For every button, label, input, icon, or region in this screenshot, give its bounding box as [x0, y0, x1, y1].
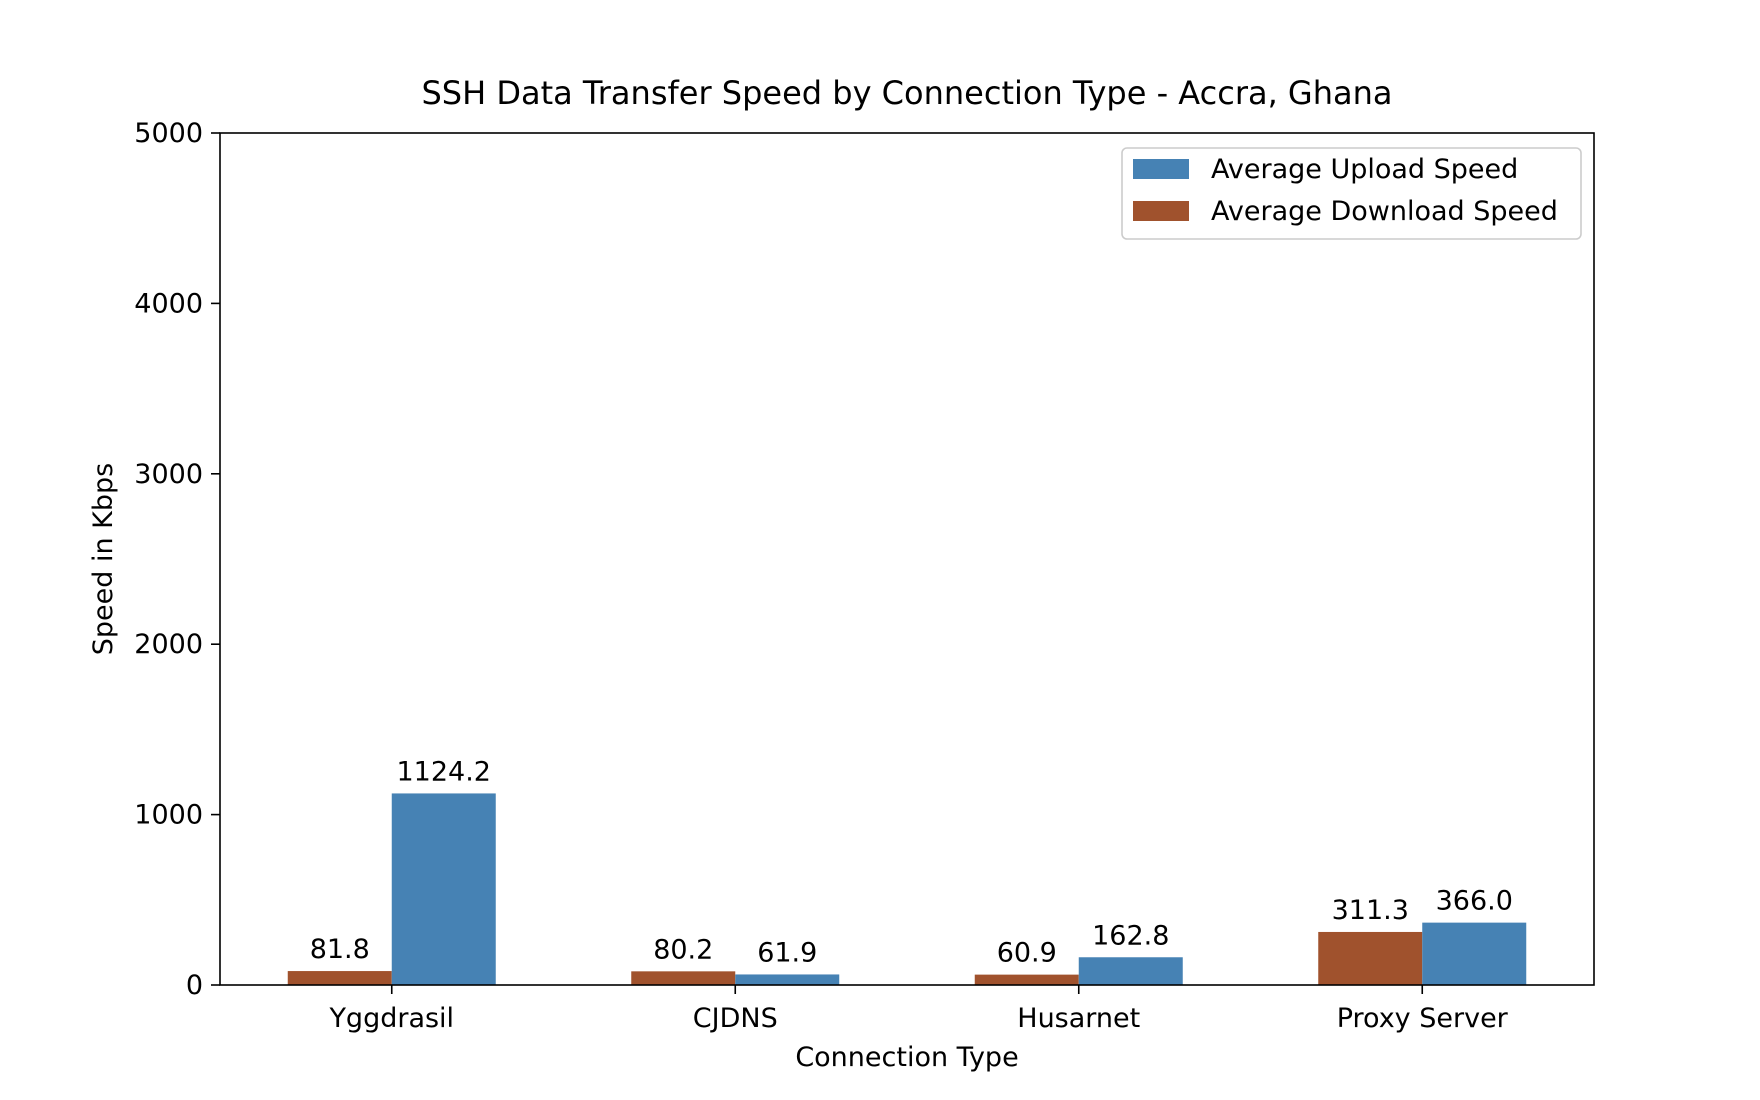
legend-entry-label: Average Download Speed: [1211, 196, 1558, 227]
y-axis: 0 1000 2000 3000 4000 5000: [134, 118, 220, 1001]
x-tick-label: Husarnet: [1017, 1003, 1140, 1034]
bar: [1318, 931, 1423, 985]
bar: [1078, 957, 1183, 985]
bar-value-label: 61.9: [757, 937, 817, 968]
y-axis-label: Speed in Kbps: [88, 463, 119, 655]
bar: [287, 971, 392, 985]
y-tick-label: 4000: [134, 288, 203, 319]
bar-value-label: 311.3: [1332, 895, 1409, 926]
bar-value-label: 366.0: [1436, 886, 1513, 917]
x-tick-label: CJDNS: [693, 1003, 778, 1034]
x-axis: Yggdrasil CJDNS Husarnet Proxy Server: [328, 985, 1509, 1034]
y-tick-label: 5000: [134, 118, 203, 149]
legend-swatch: [1133, 201, 1189, 221]
legend: Average Upload Speed Average Download Spe…: [1121, 147, 1582, 240]
chart-title: SSH Data Transfer Speed by Connection Ty…: [421, 74, 1392, 112]
bars-group: 81.8 1124.2 80.2 61.9 60.9 162.8 311.3 366.0: [287, 756, 1527, 985]
x-tick-label: Yggdrasil: [328, 1003, 454, 1034]
bar-value-label: 81.8: [310, 934, 370, 965]
bar-value-label: 1124.2: [397, 756, 491, 787]
bar: [974, 974, 1079, 985]
legend-box: [1121, 147, 1582, 240]
x-axis-label: Connection Type: [795, 1042, 1018, 1073]
bar-value-label: 60.9: [997, 938, 1057, 969]
legend-entry-label: Average Upload Speed: [1211, 154, 1518, 185]
bar-value-label: 80.2: [653, 934, 713, 965]
bar-value-label: 162.8: [1092, 920, 1169, 951]
y-tick-label: 3000: [134, 459, 203, 490]
legend-swatch: [1133, 159, 1189, 179]
plot-frame: [219, 132, 1595, 986]
bar: [1422, 922, 1527, 985]
bar: [735, 974, 840, 985]
y-tick-label: 2000: [134, 629, 203, 660]
bar: [391, 793, 496, 985]
bar: [631, 971, 736, 985]
y-tick-label: 0: [186, 970, 203, 1001]
x-tick-label: Proxy Server: [1337, 1003, 1509, 1034]
y-tick-label: 1000: [134, 800, 203, 831]
